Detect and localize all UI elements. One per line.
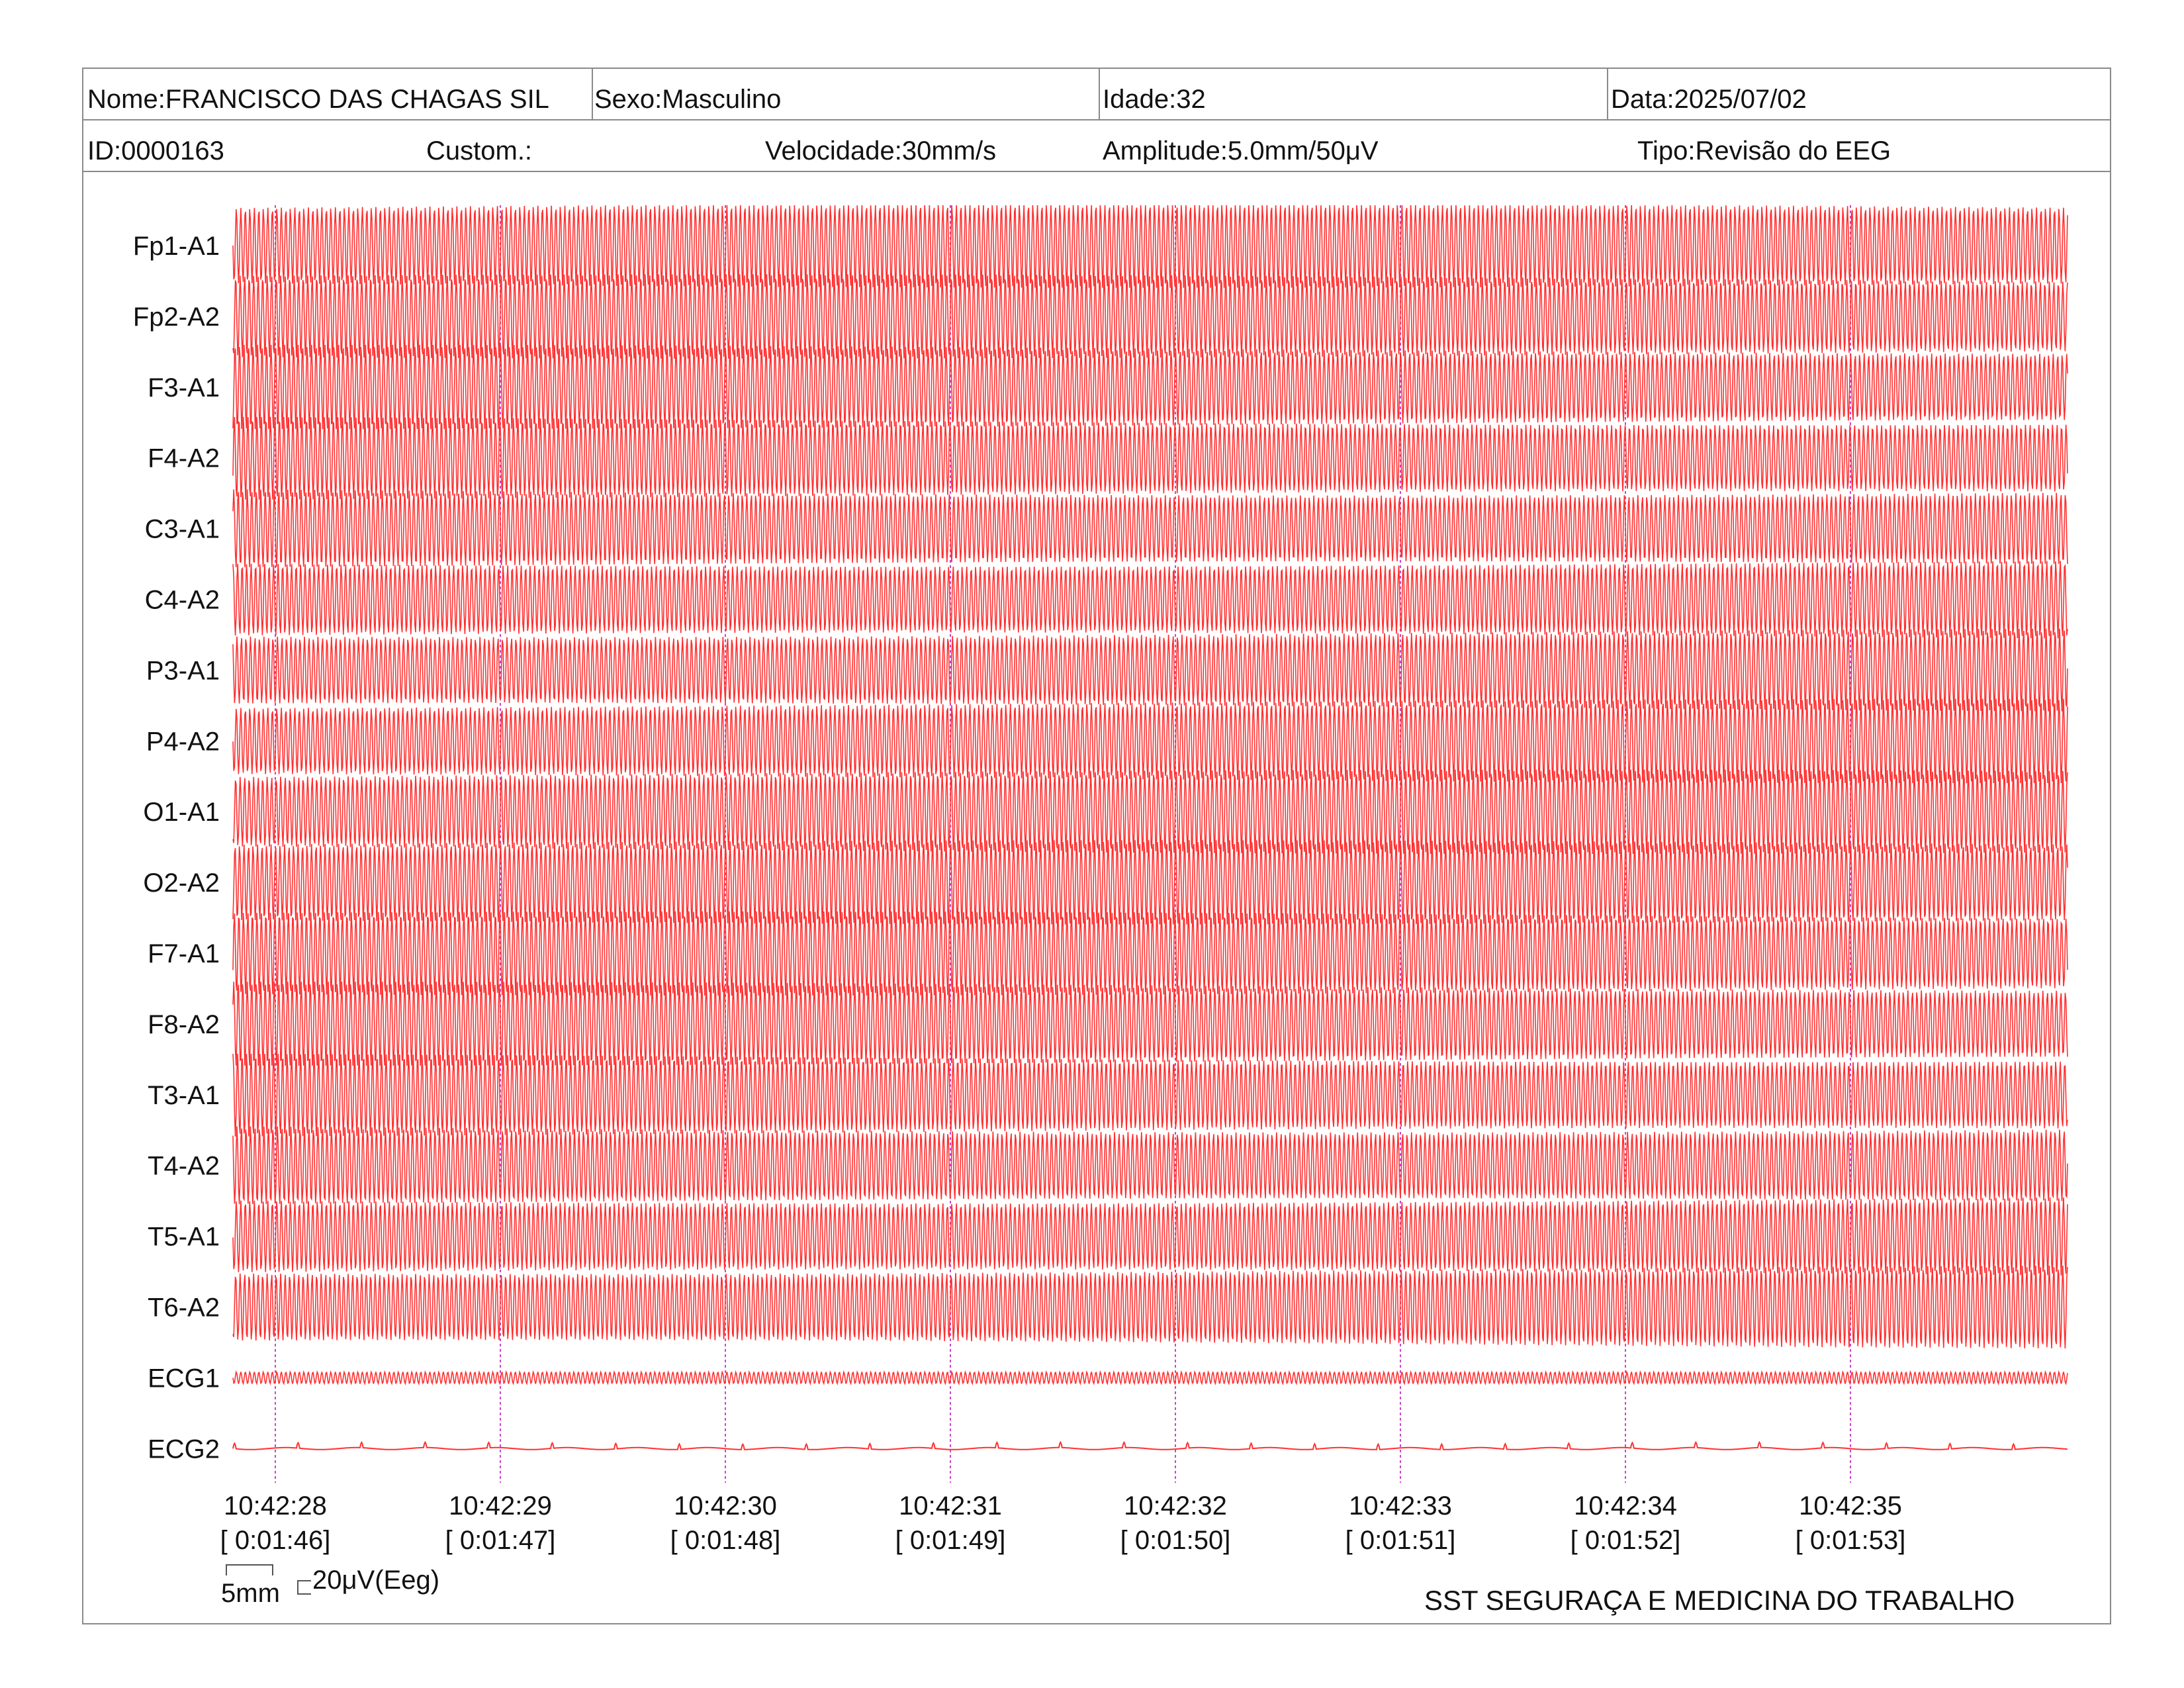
patient-name: Nome:FRANCISCO DAS CHAGAS SIL <box>87 86 549 113</box>
trace-f3-a1 <box>232 344 2068 430</box>
channel-labels: Fp1-A1 Fp2-A2 F3-A1 F4-A2 C3-A1 C4-A2 P3-A1 P4-… <box>133 232 220 1464</box>
trace-p4-a2 <box>232 698 2068 784</box>
trace-t6-a2 <box>232 1265 2068 1349</box>
channel-label: F7-A1 <box>148 939 220 968</box>
channel-label: Fp2-A2 <box>133 303 220 332</box>
time-label: 10:42:31 <box>899 1491 1002 1521</box>
time-label: 10:42:28 <box>224 1491 327 1521</box>
channel-label: F3-A1 <box>148 373 220 402</box>
channel-label: C3-A1 <box>145 515 220 544</box>
channel-label: P3-A1 <box>146 656 220 685</box>
channel-label: ECG2 <box>148 1434 220 1464</box>
amplitude-scale-bracket <box>297 1580 311 1595</box>
trace-f4-a2 <box>232 416 2068 500</box>
trace-f8-a2 <box>232 981 2068 1066</box>
time-label: 10:42:32 <box>1124 1491 1227 1521</box>
report-frame: Nome:FRANCISCO DAS CHAGAS SIL Sexo:Mascu… <box>82 68 2111 1624</box>
trace-o2-a2 <box>232 840 2068 925</box>
time-label: 10:42:35 <box>1799 1491 1902 1521</box>
channel-label: T3-A1 <box>148 1081 220 1110</box>
patient-sex: Sexo:Masculino <box>594 86 782 113</box>
header-divider-1 <box>83 119 2110 120</box>
elapsed-label: [ 0:01:50] <box>1120 1526 1231 1555</box>
channel-label: P4-A2 <box>146 727 220 756</box>
time-label: 10:42:29 <box>449 1491 552 1521</box>
speed-setting: Velocidade:30mm/s <box>765 138 997 164</box>
custom-field: Custom.: <box>426 138 533 164</box>
channel-label: C4-A2 <box>145 586 220 615</box>
trace-f7-a1 <box>232 911 2068 996</box>
header-cell-divider <box>1607 69 1608 120</box>
channel-label: T6-A2 <box>148 1293 220 1323</box>
elapsed-label: [ 0:01:49] <box>895 1526 1006 1555</box>
elapsed-label: [ 0:01:48] <box>670 1526 781 1555</box>
elapsed-label: [ 0:01:52] <box>1570 1526 1681 1555</box>
time-scale-bracket <box>226 1564 273 1575</box>
header-cell-divider <box>592 69 593 120</box>
channel-label: ECG1 <box>148 1364 220 1393</box>
channel-label: T4-A2 <box>148 1152 220 1181</box>
time-label: 10:42:33 <box>1349 1491 1452 1521</box>
elapsed-label: [ 0:01:47] <box>445 1526 556 1555</box>
elapsed-label: [ 0:01:46] <box>220 1526 331 1555</box>
trace-c4-a2 <box>232 561 2068 639</box>
channel-label: F4-A2 <box>148 444 220 473</box>
header-cell-divider <box>1099 69 1100 120</box>
patient-id: ID:0000163 <box>87 138 224 164</box>
time-label: 10:42:34 <box>1574 1491 1677 1521</box>
eeg-traces <box>232 205 2068 1450</box>
trace-o1-a1 <box>232 769 2068 855</box>
time-axis-labels: 10:42:28 [ 0:01:46] 10:42:29 [ 0:01:47] 10:4… <box>220 1491 1906 1555</box>
trace-t3-a1 <box>232 1053 2068 1137</box>
amplitude-setting: Amplitude:5.0mm/50μV <box>1103 138 1379 164</box>
channel-label: O1-A1 <box>143 798 220 827</box>
trace-fp1-a1 <box>232 205 2068 288</box>
trace-ecg2 <box>232 1440 2068 1450</box>
scale-bar: 5mm 20μV(Eeg) <box>221 1564 439 1608</box>
exam-type: Tipo:Revisão do EEG <box>1637 138 1891 164</box>
channel-label: O2-A2 <box>143 868 220 898</box>
channel-label: Fp1-A1 <box>133 232 220 261</box>
trace-fp2-a2 <box>232 274 2068 359</box>
patient-age: Idade:32 <box>1103 86 1206 113</box>
channel-label: F8-A2 <box>148 1010 220 1039</box>
time-label: 10:42:30 <box>674 1491 777 1521</box>
trace-t5-a1 <box>232 1197 2068 1276</box>
trace-p3-a1 <box>232 628 2068 712</box>
header-divider-2 <box>83 171 2110 172</box>
amplitude-scale-label: 20μV(Eeg) <box>312 1566 439 1595</box>
elapsed-label: [ 0:01:51] <box>1345 1526 1456 1555</box>
exam-date: Data:2025/07/02 <box>1611 86 1807 113</box>
trace-c3-a1 <box>232 489 2068 567</box>
time-scale-label: 5mm <box>221 1579 280 1608</box>
trace-ecg1 <box>232 1370 2068 1385</box>
trace-t4-a2 <box>232 1126 2068 1205</box>
channel-label: T5-A1 <box>148 1223 220 1252</box>
footer-company: SST SEGURAÇA E MEDICINA DO TRABALHO <box>1424 1585 2015 1616</box>
elapsed-label: [ 0:01:53] <box>1796 1526 1906 1555</box>
